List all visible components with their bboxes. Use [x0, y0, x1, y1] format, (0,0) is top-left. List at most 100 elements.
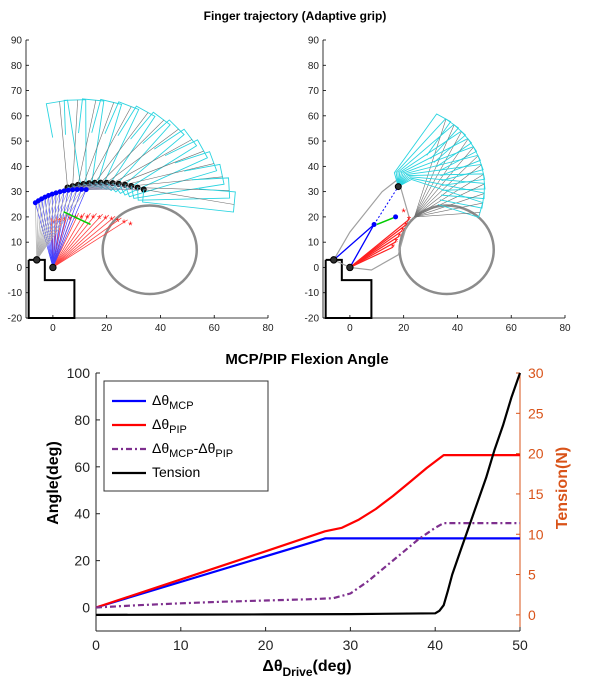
y2-tick-label: 15 — [528, 486, 544, 502]
fingertip-axis — [143, 189, 235, 205]
y-tick-label: -20 — [305, 314, 320, 325]
y-tick-label: 60 — [308, 111, 320, 122]
contact-star: * — [103, 214, 108, 226]
link-trace — [35, 202, 38, 260]
green-link — [376, 216, 396, 226]
fingertip-outline — [106, 119, 185, 193]
fingertip-outline — [112, 128, 198, 195]
x-tick-label: 40 — [452, 323, 464, 334]
y-tick-label: -10 — [8, 288, 23, 299]
object-circle — [398, 204, 495, 296]
y-tick-label: 40 — [74, 506, 90, 522]
link-trace-red — [52, 216, 116, 268]
fingertip-outline — [397, 138, 478, 187]
y-tick-label: 80 — [308, 61, 320, 72]
fingertip-outline — [397, 154, 484, 187]
link-trace-blue — [52, 189, 87, 268]
fingertip-axis — [414, 183, 485, 218]
fingertip-outline — [393, 113, 452, 187]
series-line-pip — [95, 454, 520, 609]
mcp-link — [333, 224, 375, 261]
link-trace — [36, 189, 78, 261]
contact-star: * — [404, 220, 409, 232]
y-tick-label: 40 — [308, 162, 320, 173]
pip-marker — [74, 186, 80, 192]
y2-tick-label: 25 — [528, 405, 544, 421]
fingertip-outline — [398, 177, 485, 209]
fingertip-axis — [77, 100, 97, 185]
y-tick-label: -10 — [305, 288, 320, 299]
fingertip-outline — [118, 139, 209, 196]
pip-marker — [53, 190, 59, 196]
link-trace-gray — [81, 187, 138, 190]
fingertip-axis — [414, 202, 483, 218]
y-tick-label: 40 — [11, 162, 23, 173]
y-tick-label: 60 — [74, 459, 90, 475]
y2-tick-label: 5 — [528, 567, 536, 583]
legend-label: ΔθMCP-ΔθPIP — [152, 440, 233, 460]
y-tick-label: 90 — [308, 36, 320, 47]
bottom-chart-title: MCP/PIP Flexion Angle — [225, 351, 388, 368]
y-tick-label: 60 — [11, 111, 23, 122]
x-tick-label: 80 — [559, 323, 571, 334]
link-trace — [36, 194, 53, 260]
link-trace — [36, 195, 49, 260]
fingertip-axis — [83, 102, 115, 185]
contact-star: * — [116, 216, 121, 228]
contact-star: * — [85, 213, 90, 225]
link-trace — [36, 190, 69, 261]
x-tick-label: 80 — [262, 323, 274, 334]
fingertip-outline — [398, 178, 484, 218]
y-tick-label: 30 — [308, 187, 320, 198]
y-tick-label: 90 — [11, 36, 23, 47]
pip-link — [373, 186, 399, 225]
link-trace-red — [52, 212, 85, 268]
y-tick-label: 70 — [308, 86, 320, 97]
x-tick-label: 60 — [209, 323, 221, 334]
x-tick-label: 40 — [155, 323, 167, 334]
palm-outline — [324, 258, 373, 319]
contact-star: * — [402, 207, 407, 219]
fingertip-axis — [131, 176, 223, 187]
fingertip-axis — [414, 193, 485, 218]
link-trace-red — [52, 212, 80, 268]
pip-marker — [49, 191, 55, 197]
pip-marker — [61, 188, 67, 194]
pip-marker — [83, 187, 89, 193]
x-axis-label: ΔθDrive(deg) — [262, 658, 351, 679]
y-tick-label: 30 — [11, 187, 23, 198]
link-trace — [36, 189, 73, 261]
series-line-mcp-pip — [95, 521, 520, 609]
pip-marker — [393, 214, 399, 220]
flexion-angle-chart: 0 20 40 60 80 100 0 5 10 15 20 25 30 0 10 20 30 40 50 ΔθMCP… — [67, 365, 544, 653]
contact-star: * — [79, 213, 84, 225]
y2-tick-label: 30 — [528, 365, 544, 381]
link-trace-red — [52, 214, 110, 268]
tendon-line — [349, 218, 410, 268]
link-trace — [36, 198, 42, 260]
series-line-tension — [95, 372, 522, 617]
contact-star: * — [407, 214, 412, 226]
x-tick-label: 50 — [512, 637, 528, 653]
pip-marker — [79, 186, 85, 192]
link-trace-red — [52, 219, 128, 268]
fingertip-outline — [142, 188, 236, 213]
fingertip-outline — [130, 163, 225, 199]
fingertip-outline — [83, 98, 123, 188]
link-trace-red — [52, 213, 103, 268]
link-trace — [36, 191, 61, 260]
y-tick-label: 10 — [11, 238, 23, 249]
fingertip-axis — [59, 101, 68, 188]
link-trace — [36, 189, 82, 261]
legend-label: ΔθPIP — [152, 416, 187, 436]
fingertip-axis — [72, 99, 78, 187]
x-tick-label: 10 — [173, 637, 189, 653]
legend-label: Tension — [152, 464, 200, 480]
contact-star: * — [397, 231, 402, 243]
y-tick-label: 0 — [16, 263, 22, 274]
fingertip-outline — [124, 151, 218, 198]
dip-marker — [394, 183, 402, 191]
y-tick-label: 20 — [308, 212, 320, 223]
